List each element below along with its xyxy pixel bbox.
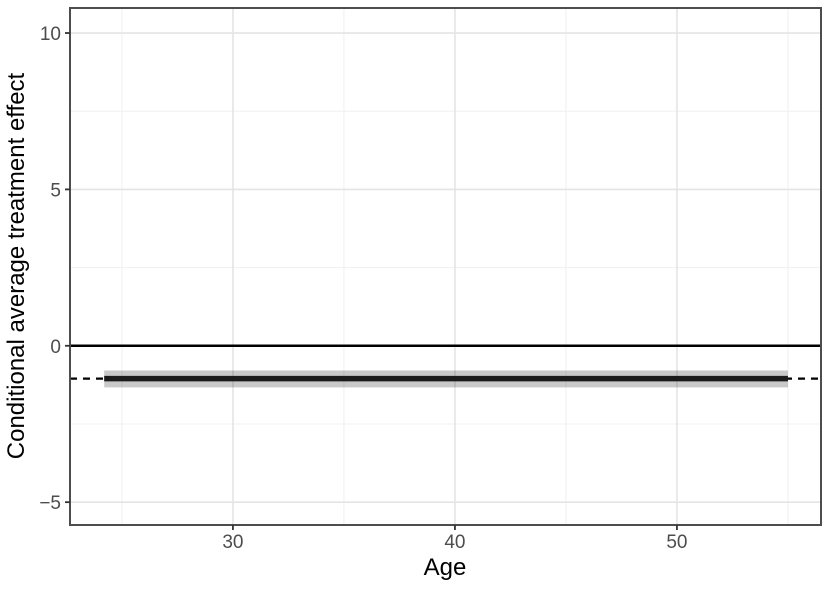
y-tick-label: 5 xyxy=(50,180,61,201)
x-tick-label: 30 xyxy=(222,532,243,553)
y-tick-label: −5 xyxy=(39,493,61,514)
x-axis-title: Age xyxy=(423,554,467,581)
y-axis-title: Conditional average treatment effect xyxy=(3,72,30,460)
y-tick-label: 0 xyxy=(50,337,61,358)
x-tick-label: 50 xyxy=(666,532,687,553)
x-tick-label: 40 xyxy=(444,532,465,553)
y-tick-label: 10 xyxy=(40,24,61,45)
panel-border xyxy=(69,7,822,526)
panel-background xyxy=(70,8,821,525)
